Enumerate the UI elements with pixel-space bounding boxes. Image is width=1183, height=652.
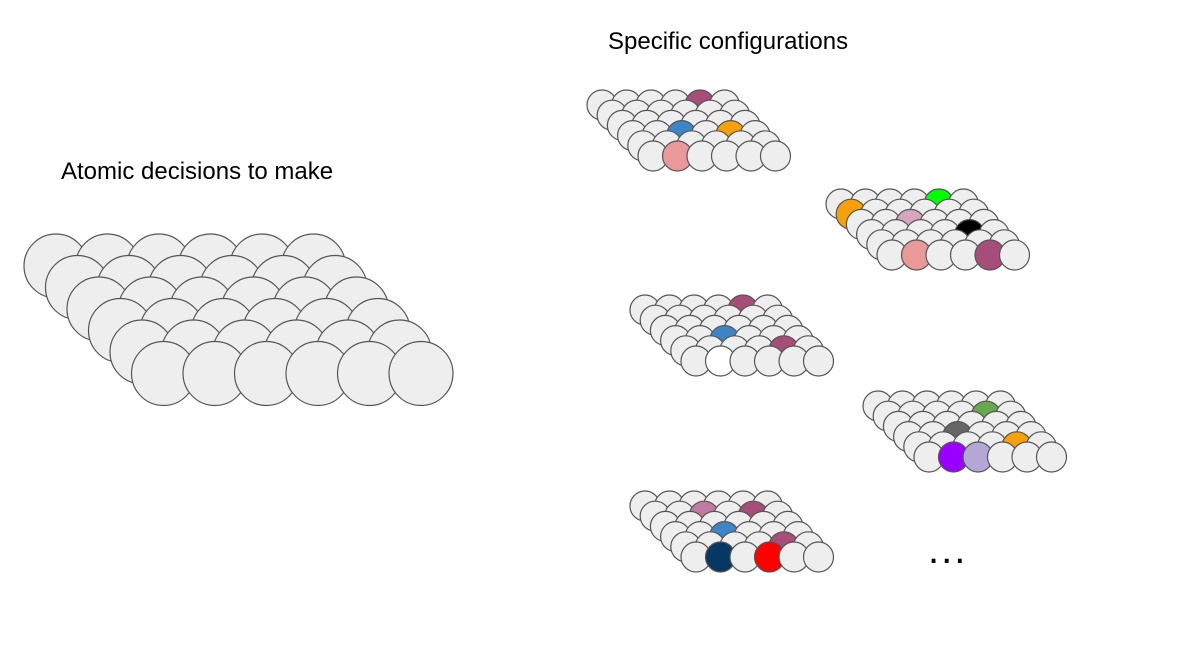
configuration-1-grid (586, 89, 792, 172)
atom (759, 140, 792, 172)
atom (1035, 441, 1068, 473)
atomic-decisions-grid (23, 233, 454, 407)
configuration-5-grid (629, 490, 835, 573)
specific-configurations-title: Specific configurations (608, 28, 849, 55)
configuration-2-grid (825, 188, 1031, 271)
atom (802, 541, 835, 573)
atom (388, 340, 454, 407)
atom (802, 345, 835, 377)
configuration-3-grid (629, 294, 835, 377)
more-configurations-ellipsis: ... (928, 528, 968, 572)
atomic-decisions-title: Atomic decisions to make (61, 158, 334, 185)
atom (998, 239, 1031, 271)
configuration-4-grid (862, 390, 1068, 473)
